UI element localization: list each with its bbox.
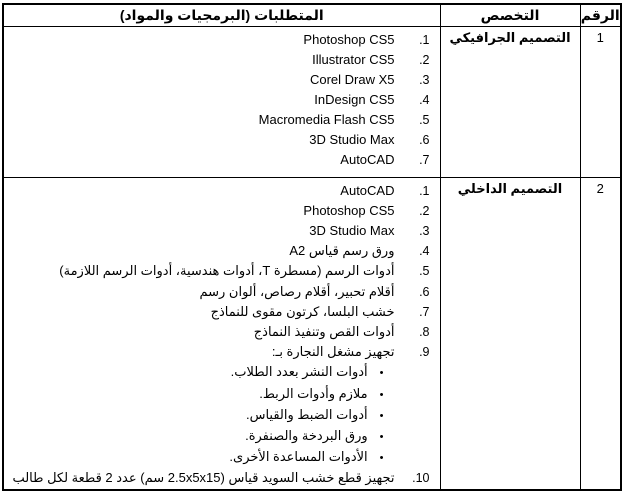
bullet-item: • ورق البردخة والصنفرة. — [8, 426, 430, 447]
bullet-item: • أدوات الضبط والقياس. — [8, 405, 430, 426]
requirements-cell: .1 AutoCAD .2 Photoshop CS5 .3 3D Studio… — [2, 176, 441, 491]
bullet-text: ملازم وأدوات الربط. — [259, 385, 368, 401]
item-number: .10 — [412, 471, 430, 486]
item-number: .6 — [419, 284, 430, 299]
item-text: Corel Draw X5 — [309, 71, 395, 87]
requirement-item: .4 ورق رسم قياس A2 — [8, 241, 430, 261]
row-number: 2 — [579, 176, 622, 491]
header-requirements: المتطلبات (البرمجيات والمواد) — [2, 3, 441, 27]
requirement-item: .1 Photoshop CS5 — [8, 30, 430, 50]
bullet-item: • ملازم وأدوات الربط. — [8, 384, 430, 405]
requirement-item: .5 أدوات الرسم (مسطرة T، أدوات هندسية، أ… — [8, 261, 430, 281]
item-text: تجهيز مشغل النجارة بـ: — [271, 344, 395, 360]
bullet-text: أدوات النشر بعدد الطلاب. — [230, 364, 368, 380]
bullet-text: الأدوات المساعدة الأخرى. — [229, 449, 368, 465]
specialization-name: التصميم الجرافيكي — [439, 25, 581, 178]
item-text: AutoCAD — [340, 151, 395, 167]
requirement-item: .2 Photoshop CS5 — [8, 201, 430, 221]
bullet-item: • أدوات النشر بعدد الطلاب. — [8, 362, 430, 383]
requirement-item: .9 تجهيز مشغل النجارة بـ: — [8, 342, 430, 362]
item-number: .8 — [419, 324, 430, 339]
table-row-graphic-design: 1 التصميم الجرافيكي .1 Photoshop CS5 .2 … — [2, 25, 622, 178]
table-row-interior-design: 2 التصميم الداخلي .1 AutoCAD .2 Photosho… — [2, 176, 622, 491]
bullet-text: أدوات الضبط والقياس. — [245, 406, 368, 422]
requirement-item: .6 3D Studio Max — [8, 130, 430, 150]
requirement-item: .8 أدوات القص وتنفيذ النماذج — [8, 322, 430, 342]
item-number: .3 — [419, 72, 430, 87]
bullet-icon: • — [379, 388, 384, 401]
item-number: .4 — [419, 92, 430, 107]
item-text: Macromedia Flash CS5 — [258, 111, 395, 127]
requirement-item: .2 Illustrator CS5 — [8, 50, 430, 70]
item-number: .7 — [419, 152, 430, 167]
item-number: .6 — [419, 132, 430, 147]
bullet-icon: • — [379, 430, 384, 443]
item-number: .5 — [419, 264, 430, 279]
requirement-item: .4 InDesign CS5 — [8, 90, 430, 110]
table-header-row: الرقم التخصص المتطلبات (البرمجيات والموا… — [2, 3, 622, 27]
specialization-name: التصميم الداخلي — [439, 176, 581, 491]
requirement-item: .6 أقلام تحبير، أقلام رصاص، ألوان رسم — [8, 282, 430, 302]
item-text: 3D Studio Max — [309, 222, 395, 238]
requirement-item: .7 AutoCAD — [8, 150, 430, 170]
requirement-item: .5 Macromedia Flash CS5 — [8, 110, 430, 130]
row-number: 1 — [579, 25, 622, 178]
item-text: تجهيز قطع خشب السويد قياس (2.5x5x15 سم) … — [12, 470, 395, 486]
item-number: .3 — [419, 223, 430, 238]
bullet-icon: • — [379, 452, 384, 465]
header-number: الرقم — [579, 3, 622, 27]
item-text: AutoCAD — [340, 182, 395, 198]
item-number: .5 — [419, 112, 430, 127]
requirement-item: .3 Corel Draw X5 — [8, 70, 430, 90]
item-number: .2 — [419, 52, 430, 67]
bullet-item: • الأدوات المساعدة الأخرى. — [8, 447, 430, 468]
item-text: Photoshop CS5 — [303, 202, 395, 218]
requirement-item: .3 3D Studio Max — [8, 221, 430, 241]
item-text: 3D Studio Max — [309, 131, 395, 147]
requirements-cell: .1 Photoshop CS5 .2 Illustrator CS5 .3 C… — [2, 25, 441, 178]
header-specialization: التخصص — [439, 3, 581, 27]
item-text: أدوات الرسم (مسطرة T، أدوات هندسية، أدوا… — [59, 263, 395, 279]
item-number: .1 — [419, 183, 430, 198]
item-number: .1 — [419, 32, 430, 47]
item-number: .4 — [419, 244, 430, 259]
requirement-item-final: .10 تجهيز قطع خشب السويد قياس (2.5x5x15 … — [8, 468, 430, 488]
item-text: ورق رسم قياس A2 — [289, 243, 395, 259]
item-text: Illustrator CS5 — [312, 51, 395, 67]
requirement-item: .1 AutoCAD — [8, 181, 430, 201]
item-number: .2 — [419, 203, 430, 218]
document-page: { "table": { "headers": { "number": "الر… — [2, 3, 622, 491]
bullet-icon: • — [379, 409, 384, 422]
item-number: .7 — [419, 304, 430, 319]
requirement-item: .7 خشب البلسا، كرتون مقوى للنماذج — [8, 302, 430, 322]
item-text: أدوات القص وتنفيذ النماذج — [253, 323, 395, 339]
item-text: InDesign CS5 — [314, 91, 395, 107]
bullet-icon: • — [379, 367, 384, 380]
bullet-text: ورق البردخة والصنفرة. — [245, 427, 368, 443]
item-text: أقلام تحبير، أقلام رصاص، ألوان رسم — [199, 283, 395, 299]
requirements-table: الرقم التخصص المتطلبات (البرمجيات والموا… — [2, 3, 622, 491]
item-text: خشب البلسا، كرتون مقوى للنماذج — [210, 303, 395, 319]
item-number: .9 — [419, 345, 430, 360]
item-text: Photoshop CS5 — [303, 31, 395, 47]
